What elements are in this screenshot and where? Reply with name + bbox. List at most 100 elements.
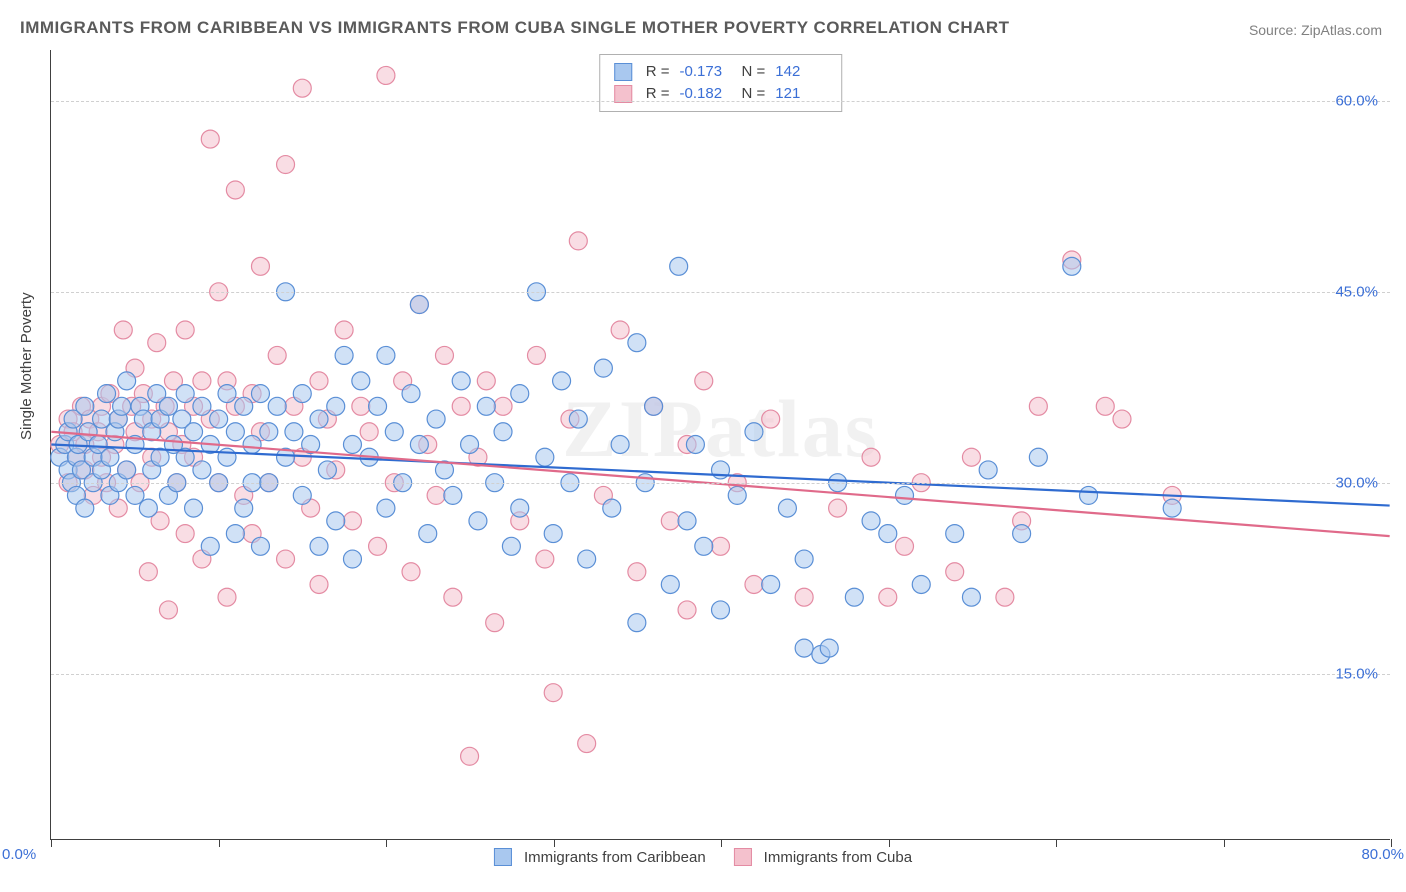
scatter-point (712, 601, 730, 619)
stat-r-label: R = (646, 61, 670, 83)
scatter-point (452, 397, 470, 415)
scatter-point (670, 257, 688, 275)
legend-bottom-label-1: Immigrants from Cuba (764, 849, 912, 866)
scatter-point (218, 385, 236, 403)
scatter-point (611, 436, 629, 454)
scatter-point (695, 372, 713, 390)
scatter-point (310, 575, 328, 593)
y-axis-label: Single Mother Poverty (18, 292, 35, 440)
scatter-point (678, 601, 696, 619)
chart-plot-area: ZIPatlas R = -0.173 N = 142 R = -0.182 N… (50, 50, 1390, 840)
scatter-point (795, 550, 813, 568)
gridline (51, 483, 1390, 484)
legend-bottom-item-0: Immigrants from Caribbean (494, 848, 706, 866)
scatter-point (343, 512, 361, 530)
scatter-point (553, 372, 571, 390)
scatter-point (611, 321, 629, 339)
scatter-point (185, 423, 203, 441)
chart-title: IMMIGRANTS FROM CARIBBEAN VS IMMIGRANTS … (20, 18, 1010, 38)
scatter-point (1096, 397, 1114, 415)
legend-bottom-item-1: Immigrants from Cuba (734, 848, 912, 866)
scatter-point (427, 486, 445, 504)
scatter-point (678, 512, 696, 530)
scatter-point (511, 499, 529, 517)
scatter-point (335, 321, 353, 339)
scatter-point (527, 346, 545, 364)
scatter-point (896, 486, 914, 504)
legend-bottom: Immigrants from Caribbean Immigrants fro… (494, 848, 912, 866)
scatter-point (218, 448, 236, 466)
scatter-point (193, 397, 211, 415)
scatter-point (1029, 448, 1047, 466)
scatter-point (778, 499, 796, 517)
scatter-point (745, 423, 763, 441)
x-tick (1056, 839, 1057, 847)
legend-bottom-label-0: Immigrants from Caribbean (524, 849, 706, 866)
scatter-point (159, 601, 177, 619)
x-tick (1224, 839, 1225, 847)
scatter-point (176, 525, 194, 543)
scatter-point (327, 512, 345, 530)
scatter-point (76, 499, 94, 517)
scatter-point (243, 436, 261, 454)
scatter-point (427, 410, 445, 428)
scatter-point (628, 614, 646, 632)
scatter-point (377, 346, 395, 364)
scatter-point (352, 372, 370, 390)
scatter-point (352, 397, 370, 415)
scatter-point (962, 448, 980, 466)
scatter-point (946, 525, 964, 543)
scatter-point (410, 296, 428, 314)
gridline (51, 674, 1390, 675)
legend-bottom-swatch-1 (734, 848, 752, 866)
scatter-point (486, 614, 504, 632)
scatter-point (728, 486, 746, 504)
scatter-point (235, 499, 253, 517)
scatter-point (578, 735, 596, 753)
scatter-point (148, 334, 166, 352)
scatter-point (686, 436, 704, 454)
scatter-point (962, 588, 980, 606)
scatter-point (335, 346, 353, 364)
scatter-point (310, 410, 328, 428)
scatter-point (896, 537, 914, 555)
scatter-point (544, 684, 562, 702)
gridline (51, 292, 1390, 293)
scatter-point (477, 372, 495, 390)
scatter-point (277, 156, 295, 174)
scatter-point (1029, 397, 1047, 415)
legend-stats-row-0: R = -0.173 N = 142 (614, 61, 828, 83)
scatter-point (226, 181, 244, 199)
scatter-point (628, 563, 646, 581)
scatter-point (369, 397, 387, 415)
scatter-point (419, 525, 437, 543)
scatter-point (996, 588, 1014, 606)
scatter-point (226, 525, 244, 543)
scatter-point (310, 537, 328, 555)
scatter-point (343, 550, 361, 568)
scatter-point (226, 423, 244, 441)
scatter-point (544, 525, 562, 543)
scatter-point (268, 397, 286, 415)
stat-n-label: N = (742, 61, 766, 83)
scatter-point (293, 385, 311, 403)
scatter-point (879, 525, 897, 543)
source-attribution: Source: ZipAtlas.com (1249, 22, 1382, 38)
scatter-point (569, 232, 587, 250)
x-tick (386, 839, 387, 847)
scatter-point (661, 575, 679, 593)
scatter-point (293, 79, 311, 97)
scatter-point (139, 499, 157, 517)
scatter-point (385, 423, 403, 441)
scatter-point (185, 499, 203, 517)
scatter-point (494, 423, 512, 441)
scatter-point (277, 550, 295, 568)
x-tick (219, 839, 220, 847)
scatter-point (645, 397, 663, 415)
x-tick-label-max: 80.0% (1361, 846, 1404, 863)
scatter-point (795, 639, 813, 657)
scatter-point (193, 372, 211, 390)
scatter-point (494, 397, 512, 415)
scatter-point (712, 537, 730, 555)
stat-n-value-0: 142 (775, 61, 827, 83)
